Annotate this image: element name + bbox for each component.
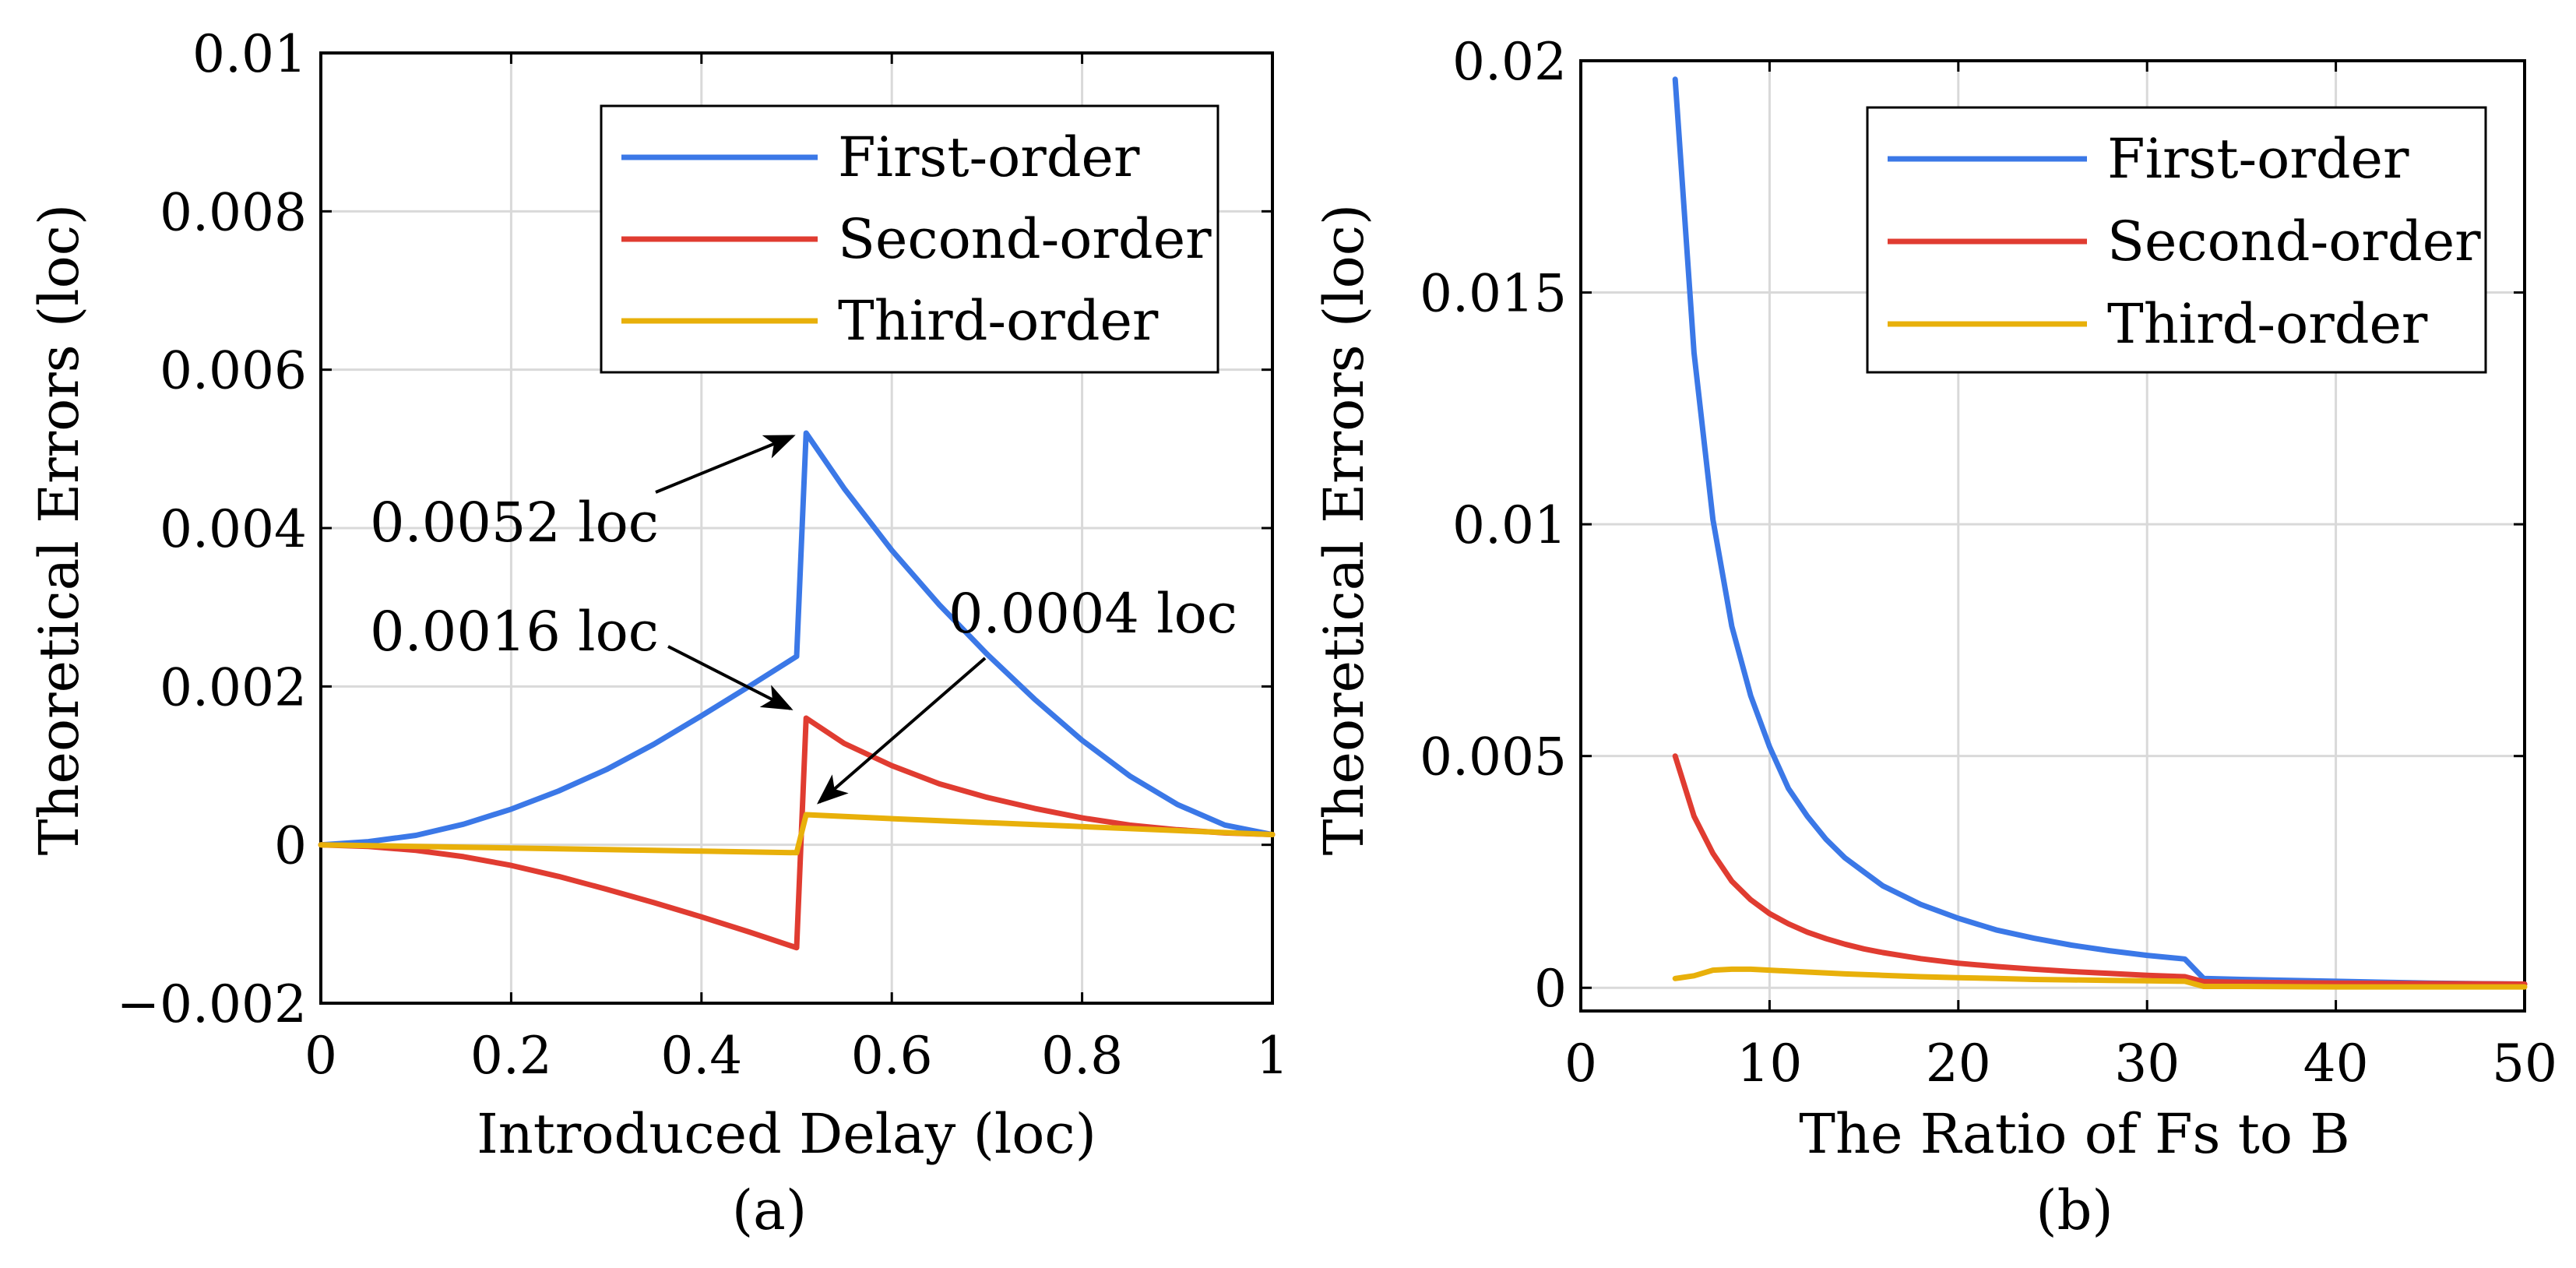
annotation-arrow-0004	[816, 657, 987, 805]
axis-ticks-b: 0 10 20 30 40 50 0 0.005 0.01 0.015 0.02	[1420, 32, 2557, 1094]
y-tick-label: 0	[1534, 959, 1567, 1019]
y-tick-label: 0	[274, 816, 307, 876]
x-tick-label: 0.6	[851, 1026, 933, 1086]
y-tick-label: 0.015	[1420, 264, 1567, 324]
x-tick-label: 0	[1564, 1034, 1597, 1094]
annotation-arrow-0052	[655, 435, 796, 494]
y-tick-label: 0.002	[160, 657, 307, 717]
series-line-second-order	[1672, 753, 2528, 987]
x-tick-label: 0.2	[470, 1026, 552, 1086]
annotations-a: 0.0052 loc 0.0016 loc 0.0004 loc	[370, 435, 1237, 805]
series-line-first-order	[1672, 76, 2528, 987]
series-line-third-order	[1672, 966, 2528, 990]
y-tick-label: 0.01	[1452, 495, 1567, 555]
legend-label-a-third: Third-order	[838, 289, 1159, 353]
y-tick-label: 0.008	[160, 182, 307, 242]
legend-label-a-second: Second-order	[838, 207, 1212, 271]
y-tick-label: 0.006	[160, 341, 307, 401]
annotation-0016: 0.0016 loc	[370, 600, 659, 664]
x-tick-label: 1	[1256, 1026, 1289, 1086]
x-axis-label-a: Introduced Delay (loc)	[477, 1102, 1096, 1166]
caption-a: (a)	[732, 1178, 807, 1242]
plot-frame-b	[1579, 59, 2526, 1013]
x-tick-label: 30	[2114, 1034, 2180, 1094]
x-tick-label: 20	[1926, 1034, 1991, 1094]
legend-label-b-first: First-order	[2107, 127, 2409, 191]
legend-label-a-first: First-order	[838, 125, 1140, 189]
x-tick-label: 10	[1737, 1034, 1802, 1094]
y-tick-label: 0.01	[192, 24, 307, 84]
legend-label-b-second: Second-order	[2107, 210, 2481, 273]
x-axis-label-b: The Ratio of Fs to B	[1799, 1102, 2349, 1166]
x-tick-label: 50	[2492, 1034, 2557, 1094]
annotation-0004: 0.0004 loc	[948, 582, 1237, 646]
annotation-arrow-0016	[667, 645, 794, 710]
y-axis-label-a: Theoretical Errors (loc)	[27, 204, 91, 855]
legend-label-b-third: Third-order	[2107, 292, 2428, 356]
series-lines-b	[1672, 76, 2528, 990]
legend-b: First-order Second-order Third-order	[1866, 106, 2487, 374]
y-tick-label: 0.005	[1420, 727, 1567, 787]
series-line-second-order	[318, 715, 1276, 951]
y-tick-label: 0.004	[160, 499, 307, 559]
annotation-0052: 0.0052 loc	[370, 491, 659, 555]
x-tick-label: 0.4	[660, 1026, 742, 1086]
caption-b: (b)	[2036, 1178, 2113, 1242]
chart-panel-a: 0 0.2 0.4 0.6 0.8 1−0.00200.0020.0040.0060.00…	[27, 24, 1289, 1242]
y-tick-label: 0.02	[1452, 32, 1567, 92]
legend-a: First-order Second-order Third-order	[600, 104, 1219, 374]
chart-panel-b: 0 10 20 30 40 50 0 0.005 0.01 0.015 0.02 First-ord…	[1312, 32, 2557, 1242]
series-lines-a	[318, 430, 1276, 951]
axis-ticks-a: 0 0.2 0.4 0.6 0.8 1−0.00200.0020.0040.0060.00…	[117, 24, 1289, 1086]
series-line-first-order	[318, 430, 1276, 848]
x-tick-label: 0.8	[1041, 1026, 1123, 1086]
y-axis-label-b: Theoretical Errors (loc)	[1312, 204, 1376, 855]
series-line-third-order	[318, 812, 1276, 856]
y-tick-label: −0.002	[117, 974, 307, 1034]
x-tick-label: 40	[2303, 1034, 2369, 1094]
x-tick-label: 0	[304, 1026, 337, 1086]
